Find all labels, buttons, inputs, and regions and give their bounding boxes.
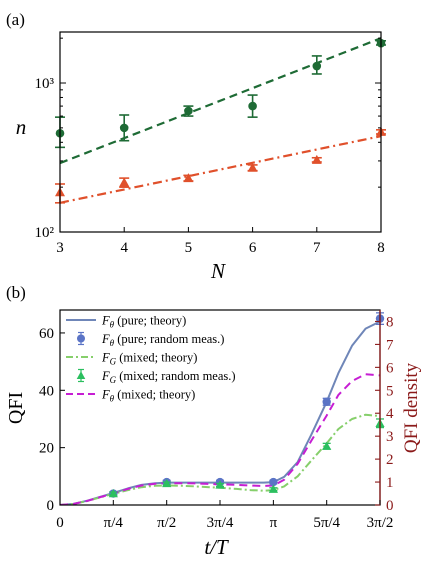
legend-label: FG (mixed; theory) [101,351,197,367]
y-tick-label: 20 [39,441,54,457]
data-point [184,106,193,116]
x-tick-label: 8 [377,240,385,256]
right-y-tick-label: 5 [386,383,394,399]
data-point [183,173,194,183]
series-line [60,413,380,505]
x-tick-label: 7 [313,240,321,256]
data-point [248,101,257,111]
data-point [215,480,225,489]
x-tick-label: 6 [249,240,257,256]
panel-b-y-axis-label: QFI [5,392,27,424]
right-y-tick-label: 8 [386,314,394,330]
panel-a-y-axis-label: n [16,115,27,139]
right-y-tick-label: 1 [386,475,394,491]
data-point [162,478,172,488]
legend-label: Fθ (pure; random meas.) [101,332,224,348]
panel-a-x-ticks: 3 4 5 6 7 8 [56,227,385,256]
data-point [312,61,322,71]
right-y-tick-label: 3 [386,429,394,445]
right-y-tick-label: 7 [386,337,394,353]
y-tick-label: 10³ [35,76,55,92]
x-tick-label: 3 [56,240,64,256]
panel-b-right-y-ticks: 0 1 2 3 4 5 6 7 8 [375,314,394,514]
x-tick-label: 3π/4 [207,515,234,531]
data-point [268,484,278,493]
panel-b-lines [60,320,380,505]
panel-a-fit-lines [60,37,381,204]
y-tick-label: 10² [35,225,55,241]
panel-b-points [108,312,385,498]
right-y-tick-label: 6 [386,360,394,376]
legend-label: FG (mixed; random meas.) [101,369,236,385]
panel-b-y-ticks: 0 20 40 60 [39,326,65,514]
panel-b: (b) 0 π/4 π/2 3π/4 π 5π/4 3π/2 0 20 40 60 0 1 2 3 4 5 6… [5,283,422,559]
data-point [108,488,118,498]
right-y-tick-label: 4 [386,406,394,422]
right-y-tick-label: 2 [386,452,394,468]
x-tick-label: 0 [56,515,64,531]
data-point [311,154,322,164]
y-tick-label: 60 [39,326,54,342]
y-tick-label: 0 [47,498,55,514]
data-point [119,123,129,133]
data-point [322,441,332,450]
panel-a-frame [59,31,382,233]
legend-marker [77,334,85,343]
data-point [322,397,331,406]
panel-a-label: (a) [6,10,25,29]
x-tick-label: 4 [120,240,128,256]
x-tick-label: 5π/4 [313,515,340,531]
legend-marker [76,371,86,379]
data-point [119,177,130,187]
panel-a-points [55,38,386,204]
panel-b-legend: Fθ (pure; theory) Fθ (pure; random meas.)… [66,314,236,404]
x-tick-label: 3π/2 [367,515,394,531]
x-tick-label: 5 [185,240,193,256]
right-y-tick-label: 0 [386,498,394,514]
legend-label: Fθ (pure; theory) [101,314,186,330]
data-point [247,162,258,172]
x-tick-label: π/4 [104,515,124,531]
panel-b-label: (b) [6,283,26,302]
legend-label: Fθ (mixed; theory) [101,388,195,404]
series-line [60,320,380,505]
x-tick-label: π [270,515,278,531]
panel-b-right-y-axis-label: QFI density [401,362,422,453]
panel-a-y-ticks: 10² 10³ [35,37,381,241]
fit-line [60,135,381,204]
panel-b-x-ticks: 0 π/4 π/2 3π/4 π 5π/4 3π/2 [56,500,393,531]
panel-a-x-axis-label: N [210,259,226,283]
x-tick-label: π/2 [157,515,176,531]
panel-b-x-axis-label: t/T [204,535,229,559]
y-tick-label: 40 [39,383,54,399]
data-point [269,477,278,487]
fit-line [60,37,381,165]
panel-a: (a) 3 4 5 6 7 8 10² 10³ N n [6,10,386,283]
